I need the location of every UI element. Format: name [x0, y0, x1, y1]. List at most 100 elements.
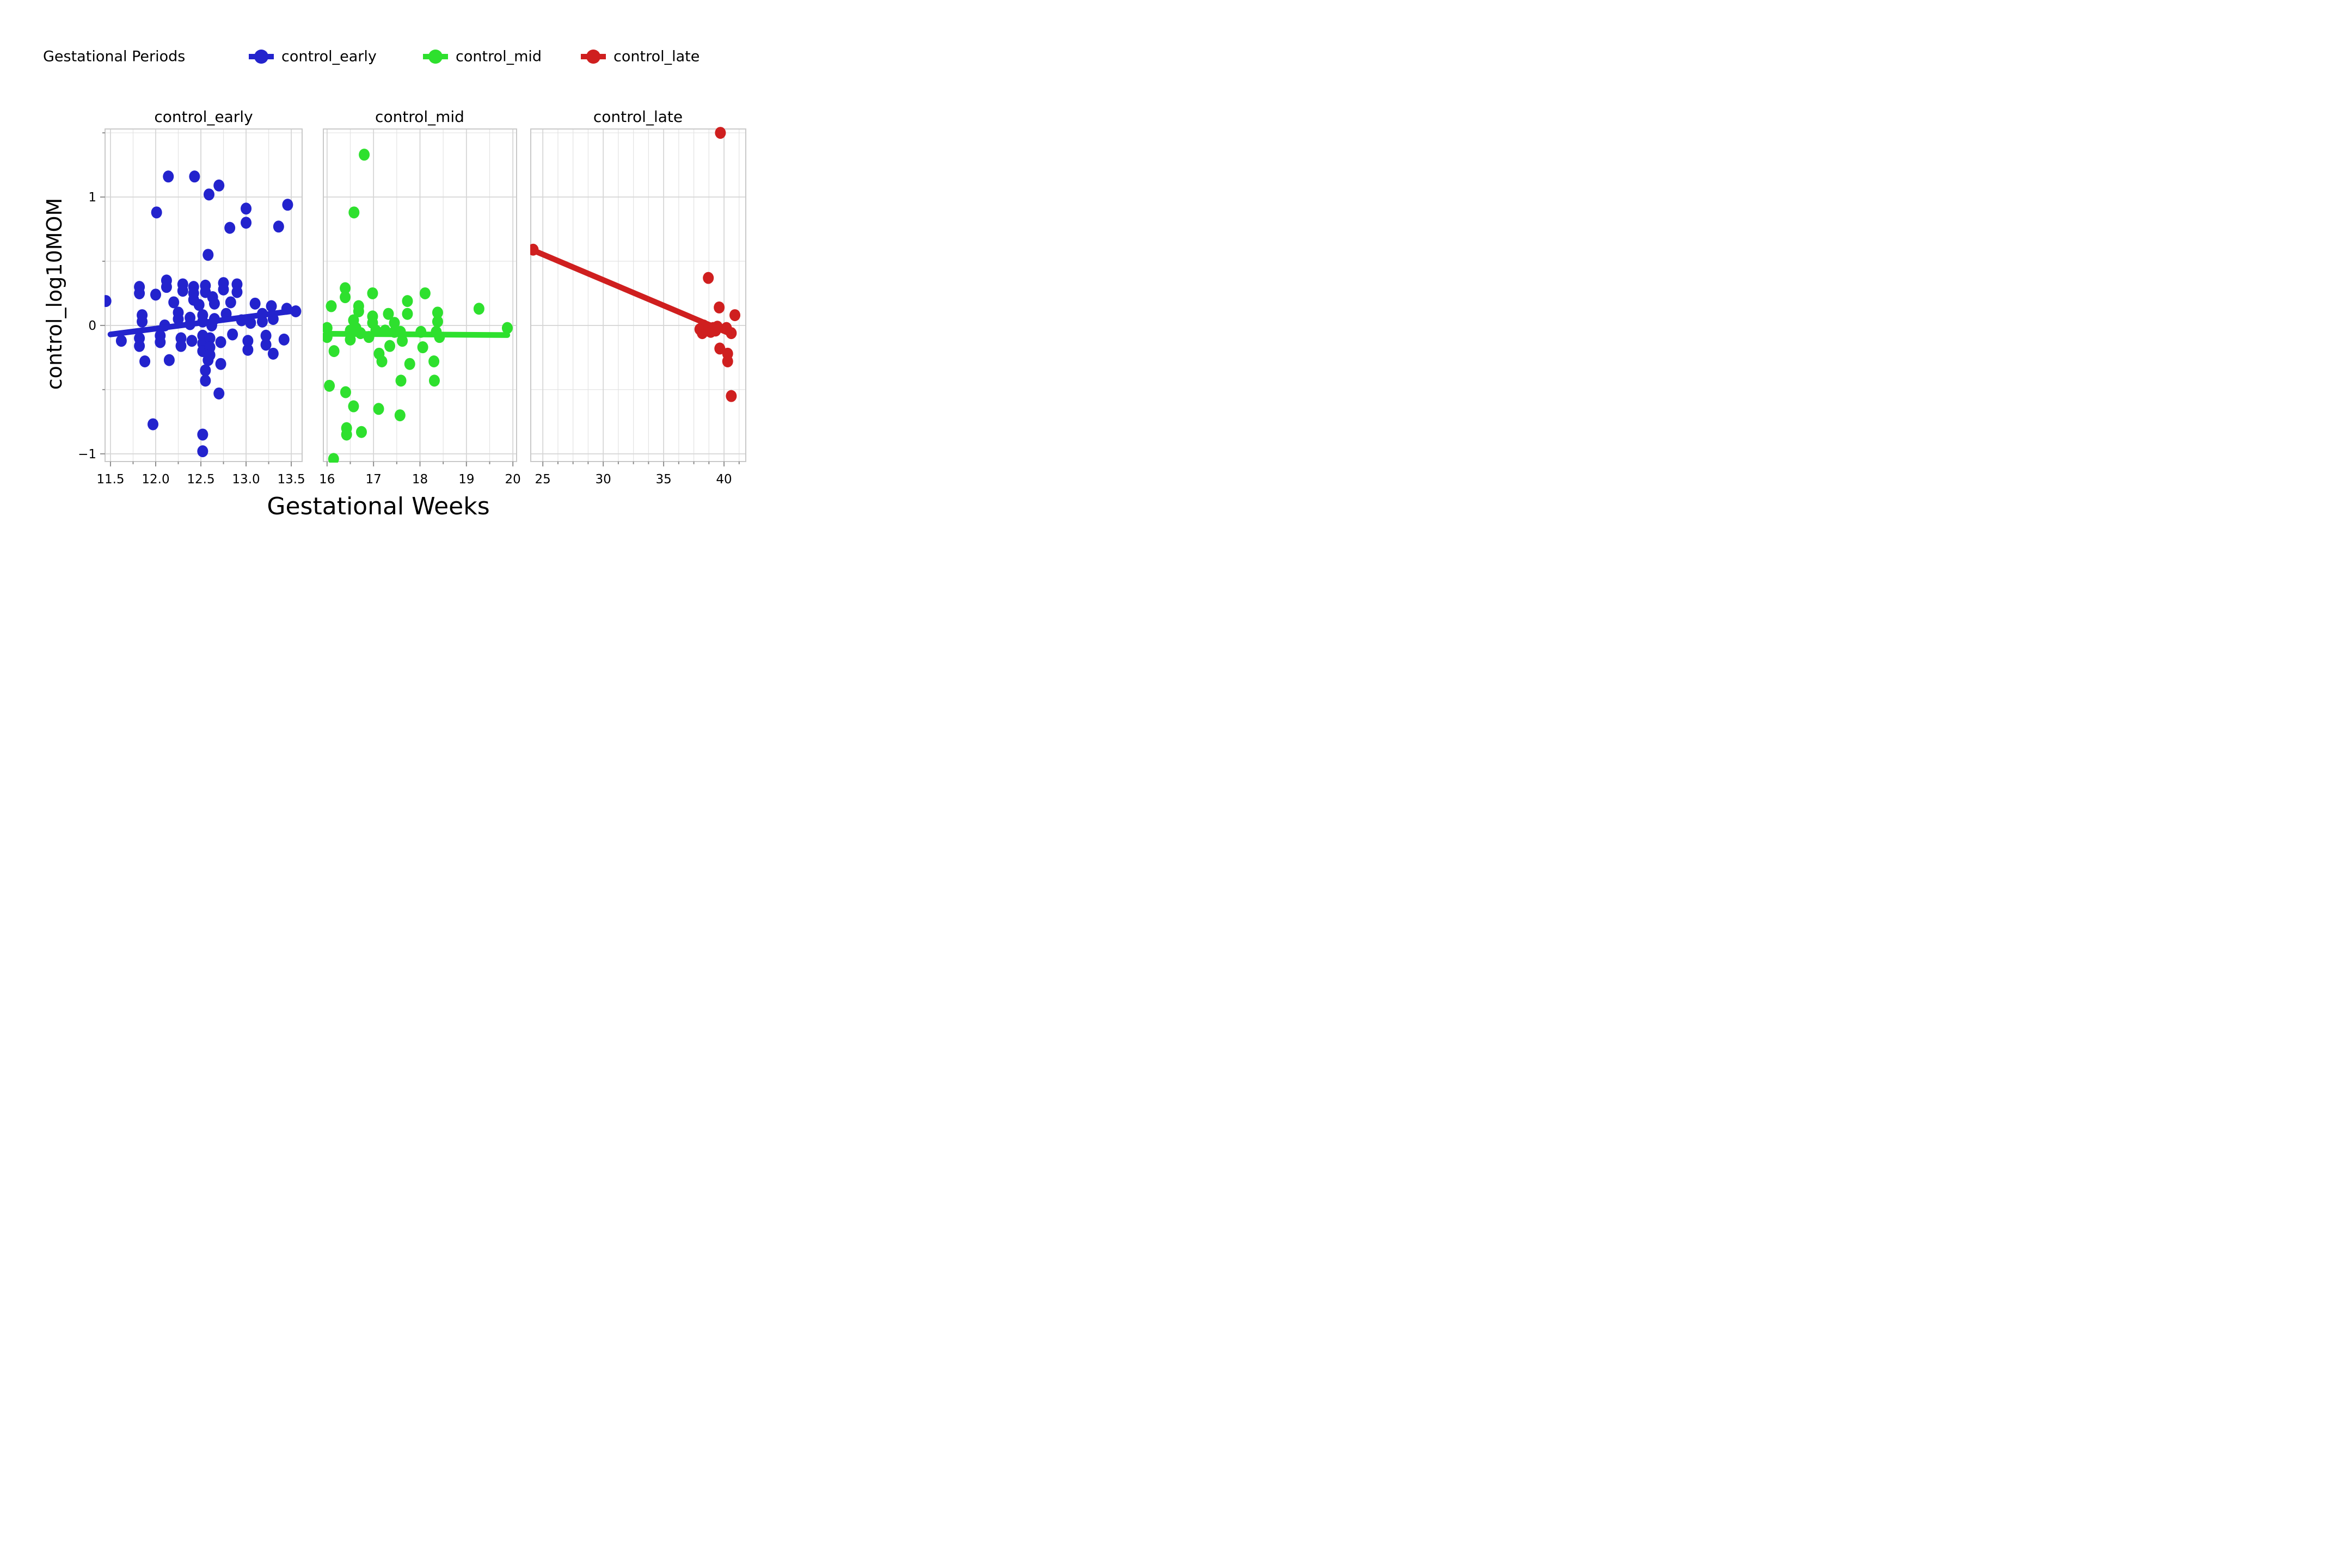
data-point [324, 379, 335, 392]
data-point [148, 418, 159, 431]
data-point [428, 355, 440, 367]
data-point [218, 283, 229, 296]
legend-title: Gestational Periods [43, 48, 186, 65]
series-control_early [105, 170, 302, 458]
data-point [213, 179, 225, 192]
legend-dot-icon [428, 50, 443, 64]
data-point [340, 386, 351, 398]
data-point [726, 390, 737, 402]
x-tick-label: 12.5 [187, 472, 214, 487]
x-tick-label: 16 [319, 472, 335, 487]
data-point [203, 354, 214, 366]
panel-control_early: 11.5 12.0 12.5 13.0 13.5 1 0 −1 [78, 128, 305, 487]
data-point [729, 309, 741, 322]
data-point [722, 355, 733, 367]
x-tick-label: 40 [716, 472, 732, 487]
legend-dot-icon [254, 50, 268, 64]
panel-control_late: 25 30 35 40 [530, 127, 746, 487]
data-point [260, 339, 272, 351]
series-control_mid [323, 149, 513, 463]
data-point [203, 249, 214, 261]
data-point [404, 358, 415, 370]
legend-label-control-mid: control_mid [456, 48, 542, 65]
data-point [340, 282, 351, 294]
data-point [213, 387, 225, 399]
data-point [714, 342, 726, 355]
data-point [282, 199, 293, 211]
x-axis-label: Gestational Weeks [267, 493, 490, 520]
data-point [348, 400, 359, 413]
data-point [215, 358, 226, 370]
data-point [340, 291, 351, 304]
y-tick-label: 1 [88, 190, 96, 205]
x-tick-label: 35 [655, 472, 671, 487]
panel-title-control-late: control_late [593, 108, 683, 126]
data-point [328, 345, 340, 358]
chart-svg: 11.5 12.0 12.5 13.0 13.5 1 0 −1 16 17 18 19 20 25 30 35… [78, 127, 746, 487]
data-point [241, 217, 252, 229]
data-point [134, 287, 145, 299]
legend-label-control-early: control_early [281, 48, 377, 65]
x-tick-label: 18 [412, 472, 428, 487]
data-point [417, 341, 428, 354]
x-tick-label: 13.0 [232, 472, 260, 487]
data-point [341, 428, 352, 441]
data-point [428, 374, 440, 387]
data-point [367, 287, 378, 299]
data-point [249, 297, 261, 310]
data-point [394, 409, 406, 422]
data-point [714, 301, 725, 313]
data-point [267, 347, 279, 360]
trend-line [107, 308, 299, 337]
data-point [355, 426, 367, 438]
data-point [208, 297, 220, 310]
data-point [163, 170, 174, 183]
data-point [231, 286, 243, 298]
x-tick-label: 20 [505, 472, 521, 487]
x-tick-label: 25 [535, 472, 551, 487]
data-point [186, 335, 198, 347]
data-point [715, 127, 726, 139]
data-point [163, 354, 175, 366]
data-point [501, 322, 513, 334]
data-point [150, 288, 161, 301]
x-tick-label: 30 [596, 472, 611, 487]
data-point [151, 206, 162, 219]
legend-swatch-control-mid-icon [423, 50, 448, 64]
data-point [197, 428, 208, 441]
data-point [432, 306, 443, 319]
data-point [139, 355, 151, 367]
data-point [242, 335, 254, 347]
y-tick-label: 0 [88, 319, 96, 333]
data-point [241, 202, 252, 215]
data-point [227, 328, 238, 341]
legend-swatch-control-late-icon [581, 50, 606, 64]
trend-line [530, 247, 732, 336]
data-point [419, 287, 431, 299]
data-point [260, 329, 272, 342]
data-point [115, 335, 127, 347]
panel-title-control-mid: control_mid [375, 108, 464, 126]
data-point [200, 364, 211, 377]
data-point [389, 317, 400, 329]
data-point [203, 188, 214, 201]
data-point [432, 315, 443, 328]
x-tick-label: 11.5 [96, 472, 124, 487]
data-point [189, 170, 200, 183]
data-point [204, 332, 216, 345]
data-point [173, 313, 184, 325]
data-point [402, 295, 413, 308]
data-point [168, 296, 180, 309]
data-point [137, 315, 148, 328]
data-point [242, 343, 254, 356]
data-point [155, 336, 166, 348]
x-tick-label: 12.0 [142, 472, 169, 487]
data-point [197, 445, 208, 458]
x-tick-label: 17 [366, 472, 382, 487]
data-point [373, 403, 384, 415]
x-tick-label: 13.5 [277, 472, 305, 487]
data-point [134, 340, 145, 352]
legend: Gestational Periods control_early contro… [0, 42, 783, 71]
data-point [397, 335, 408, 347]
data-point [161, 281, 172, 293]
